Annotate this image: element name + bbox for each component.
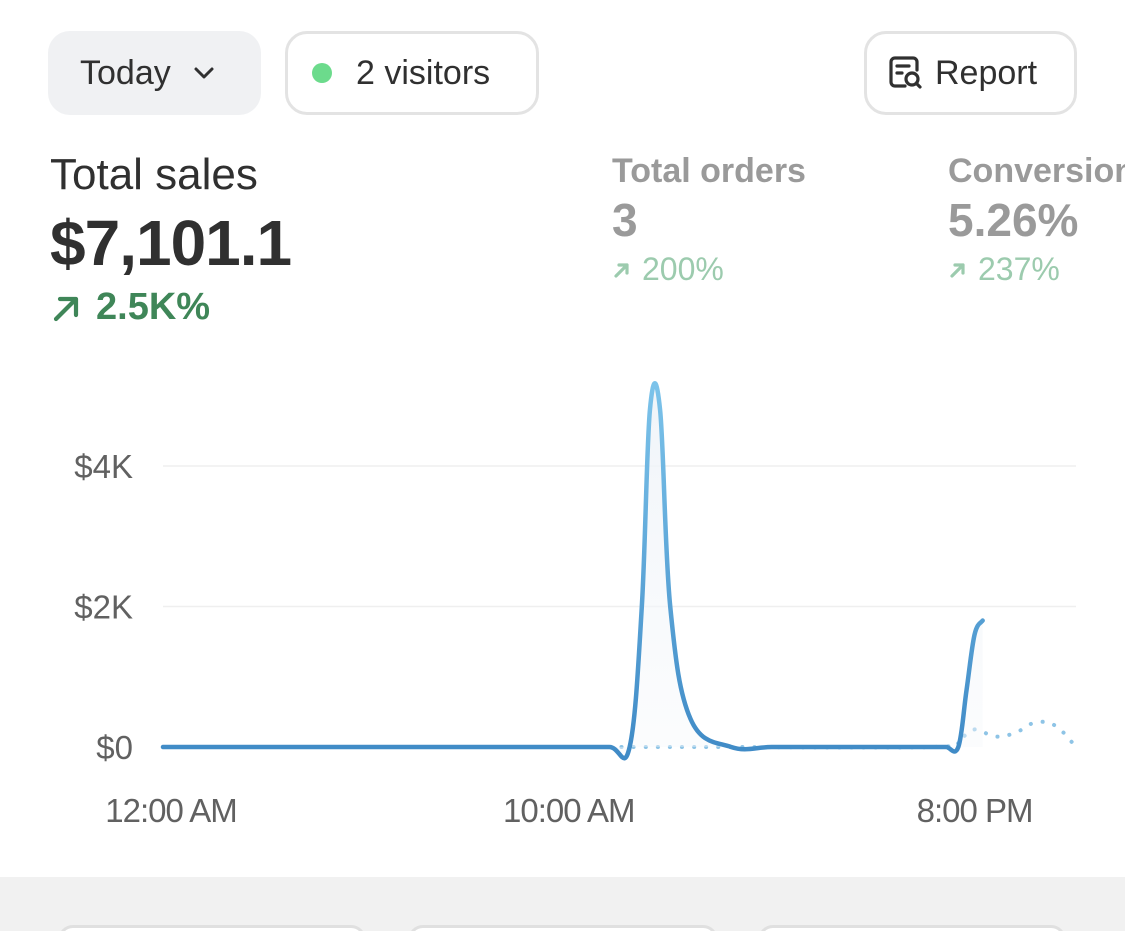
total-orders-value: 3 [612, 194, 638, 246]
bottom-section-background [0, 877, 1125, 931]
arrow-up-right-icon [614, 262, 629, 278]
chevron-down-icon [194, 67, 214, 79]
conversion-value: 5.26% [948, 194, 1079, 246]
report-button[interactable]: Report [864, 31, 1077, 115]
bottom-tab-3[interactable] [758, 925, 1066, 931]
total-sales-change: 2.5K% [50, 286, 291, 329]
y-tick-label: $0 [96, 729, 133, 766]
conversion-metric[interactable]: Conversion 5.26% 237% [948, 152, 1125, 288]
bottom-tab-1[interactable] [58, 925, 366, 931]
total-sales-value: $7,101.1 [50, 207, 292, 279]
conversion-change: 237% [948, 251, 1125, 288]
date-range-dropdown[interactable]: Today [48, 31, 261, 115]
bottom-tab-2[interactable] [408, 925, 718, 931]
y-tick-label: $4K [74, 448, 133, 485]
sales-series-area [163, 383, 983, 759]
report-label: Report [935, 53, 1038, 92]
live-visitors-button[interactable]: 2 visitors [285, 31, 539, 115]
total-sales-change-value: 2.5K% [96, 286, 211, 328]
conversion-label: Conversion [948, 152, 1125, 190]
total-orders-label: Total orders [612, 152, 806, 190]
x-tick-label: 8:00 PM [917, 792, 1033, 829]
sales-series-line [160, 381, 985, 761]
x-tick-label: 10:00 AM [503, 792, 634, 829]
conversion-change-value: 237% [978, 251, 1060, 287]
total-sales-label: Total sales [50, 150, 258, 199]
date-range-label: Today [80, 53, 171, 92]
live-visitors-label: 2 visitors [356, 53, 491, 92]
total-orders-change-value: 200% [642, 251, 724, 287]
top-toolbar: Today 2 visitors Report [0, 0, 1125, 130]
sales-chart[interactable]: $0 $2K $4K 12:00 AM 10:00 AM 8:00 PM [0, 380, 1125, 840]
total-orders-metric[interactable]: Total orders 3 200% [612, 152, 806, 288]
y-tick-label: $2K [74, 589, 133, 626]
x-tick-label: 12:00 AM [105, 792, 236, 829]
total-orders-change: 200% [612, 251, 806, 288]
sales-chart-svg: $0 $2K $4K 12:00 AM 10:00 AM 8:00 PM [74, 381, 1078, 829]
total-sales-metric[interactable]: Total sales $7,101.1 2.5K% [50, 150, 292, 329]
arrow-up-right-icon [950, 262, 965, 278]
report-search-icon [889, 56, 922, 89]
live-status-dot [312, 63, 332, 83]
arrow-up-right-icon [53, 296, 79, 321]
